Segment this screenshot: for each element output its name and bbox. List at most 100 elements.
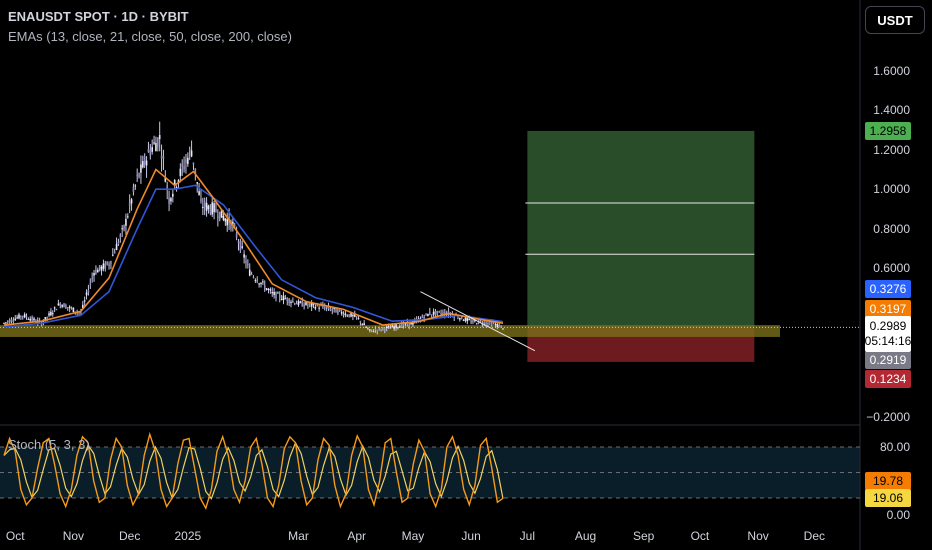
candle-body <box>265 288 268 290</box>
candle-body <box>260 282 262 285</box>
price-tick-label: −0.2000 <box>866 410 910 424</box>
candle-body <box>308 303 311 305</box>
candle-body <box>492 322 495 324</box>
candle-body <box>220 209 223 218</box>
time-tick-label: Oct <box>5 529 25 543</box>
time-tick-label: Apr <box>347 529 366 543</box>
candle-body <box>399 326 401 328</box>
candle-body <box>115 244 118 250</box>
candle-body <box>78 312 80 314</box>
candle-body <box>440 313 442 315</box>
candle-body <box>468 319 471 321</box>
candle-body <box>14 318 17 321</box>
candle-body <box>218 211 221 220</box>
currency-button[interactable]: USDT <box>865 6 925 34</box>
candle-body <box>485 322 487 324</box>
stoch-badge: 19.06 <box>865 489 911 507</box>
candle-body <box>55 309 58 311</box>
candle-body <box>378 327 380 329</box>
time-tick-label: Sep <box>632 529 655 543</box>
candle-body <box>168 197 170 204</box>
stoch-d-line <box>3 441 504 500</box>
candle-body <box>125 218 127 226</box>
candle-body <box>252 276 255 278</box>
candle-body <box>230 220 232 229</box>
candle-body <box>85 292 88 296</box>
time-tick-label: Mar <box>288 529 309 543</box>
candle-body <box>241 246 244 248</box>
candle-body <box>138 173 140 177</box>
candle-body <box>297 300 300 306</box>
candle-body <box>277 292 279 294</box>
candle-body <box>273 291 275 295</box>
candle-body <box>470 320 472 323</box>
candle-body <box>40 322 43 326</box>
stoch-indicator-label[interactable]: Stoch (5, 3, 3) <box>8 437 90 452</box>
candle-body <box>460 315 463 319</box>
candle-body <box>335 308 337 313</box>
candle-body <box>179 168 182 177</box>
candle-body <box>136 174 138 176</box>
candle-body <box>142 161 144 168</box>
candle-body <box>21 316 24 318</box>
candle-body <box>429 311 431 315</box>
candle-body <box>338 309 341 311</box>
candle-body <box>323 307 326 310</box>
candle-body <box>372 331 375 333</box>
candle-body <box>121 228 123 230</box>
candle-body <box>232 221 234 225</box>
candle-body <box>106 261 108 265</box>
candle-body <box>46 316 48 318</box>
candle-body <box>412 321 414 325</box>
candle-body <box>209 209 212 213</box>
candle-body <box>200 199 202 202</box>
candle-body <box>425 313 427 315</box>
candle-body <box>233 224 236 226</box>
bar-countdown: 05:14:16 <box>864 334 912 348</box>
candle-body <box>20 315 22 317</box>
candle-body <box>205 202 208 211</box>
candle-body <box>293 303 296 305</box>
symbol-title[interactable]: ENAUSDT SPOT · 1D · BYBIT <box>8 9 189 24</box>
candle-body <box>393 326 395 329</box>
price-badge: 0.3197 <box>865 300 911 318</box>
candle-body <box>196 182 199 184</box>
candle-body <box>215 208 217 212</box>
candle-body <box>500 325 502 327</box>
candle-body <box>256 280 259 283</box>
candle-body <box>374 329 377 331</box>
candle-body <box>344 313 347 316</box>
candle-body <box>33 318 35 321</box>
candle-body <box>222 216 225 221</box>
candle-body <box>224 218 227 222</box>
candle-body <box>307 304 309 306</box>
candle-body <box>303 304 305 307</box>
candle-body <box>183 166 185 170</box>
candle-body <box>466 317 469 322</box>
candle-body <box>111 254 114 256</box>
candle-body <box>31 317 33 321</box>
candle-body <box>357 318 360 320</box>
candle-body <box>51 313 54 315</box>
candle-body <box>333 308 335 310</box>
candle-body <box>385 326 388 329</box>
candle-body <box>329 308 332 311</box>
candle-body <box>63 303 65 308</box>
candle-body <box>368 329 371 331</box>
candle-body <box>434 310 437 316</box>
candle-body <box>166 185 168 189</box>
candle-body <box>487 322 489 325</box>
ema-indicator-label[interactable]: EMAs (13, close, 21, close, 50, close, 2… <box>8 29 292 44</box>
candle-body <box>271 291 274 294</box>
candle-body <box>427 313 429 317</box>
candle-body <box>258 283 260 285</box>
candle-body <box>104 263 107 269</box>
candle-body <box>423 316 425 319</box>
candle-body <box>290 301 292 303</box>
candle-body <box>361 323 364 325</box>
candle-body <box>365 326 367 328</box>
candle-body <box>421 315 424 318</box>
candle-body <box>408 322 410 326</box>
candle-body <box>340 311 343 314</box>
